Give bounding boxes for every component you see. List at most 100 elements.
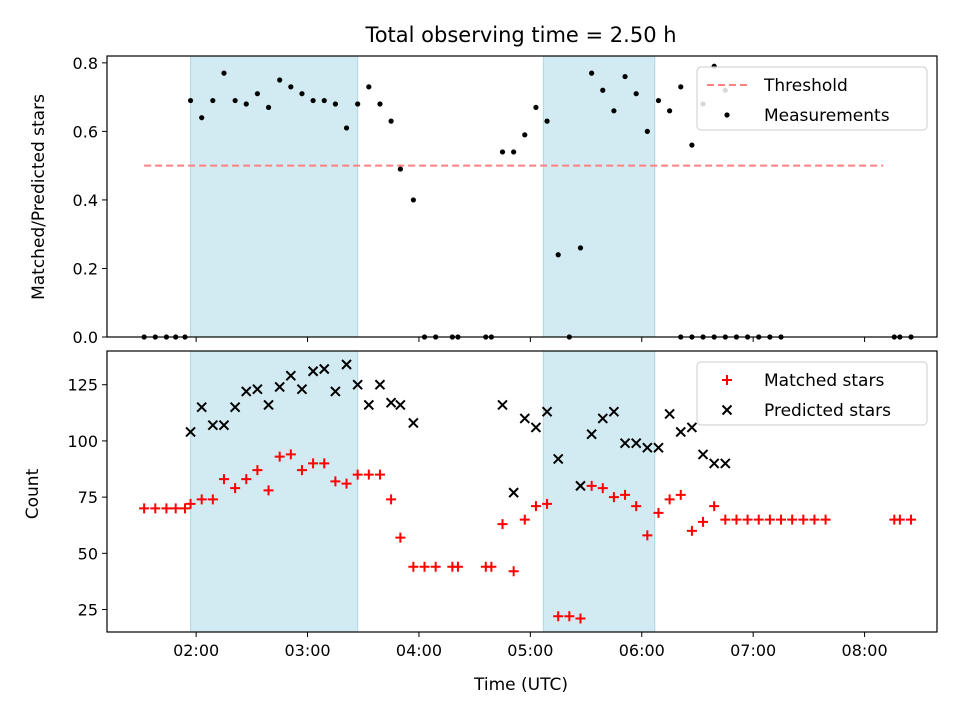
top-measurements-point-46 (655, 97, 662, 104)
x-tick-label-5: 07:00 (730, 641, 776, 660)
top-y-tick-label-3: 0.6 (73, 122, 98, 141)
top-measurements-point-35 (533, 104, 539, 111)
bottom-matched-stars-point-61 (820, 514, 831, 525)
bottom-matched-stars-point-63 (894, 514, 905, 525)
top-measurements-point-18 (332, 101, 338, 107)
x-tick-label-1: 03:00 (284, 641, 330, 660)
bottom-predicted-stars-point-8 (274, 381, 285, 393)
bottom-predicted-stars-point-21 (497, 399, 508, 411)
bottom-matched-stars-point-32 (497, 519, 508, 530)
top-measurements-point-25 (410, 197, 416, 203)
bottom-predicted-stars-point-9 (285, 370, 297, 381)
bottom-predicted-stars-point-26 (553, 453, 564, 465)
bottom-y-tick-label-2: 75 (78, 488, 98, 507)
bottom-predicted-stars-point-3 (218, 419, 230, 431)
top-legend-box (696, 66, 928, 131)
bottom-matched-stars-point-6 (196, 494, 207, 505)
bottom-predicted-stars-point-12 (319, 363, 330, 375)
top-measurements-point-41 (600, 87, 606, 93)
top-measurements-point-22 (377, 101, 383, 107)
bottom-predicted-stars-point-28 (586, 428, 597, 440)
top-measurements-point-10 (243, 101, 249, 107)
top-measurements-point-42 (611, 108, 617, 114)
bottom-matched-stars-point-15 (296, 465, 307, 476)
bottom-predicted-stars-point-16 (363, 399, 375, 411)
bottom-matched-stars-point-24 (395, 532, 406, 543)
bottom-matched-stars-point-46 (653, 507, 664, 518)
bottom-legend-swatch-0 (722, 375, 732, 385)
top-shaded-interval-1 (542, 55, 656, 338)
top-measurements-point-48 (678, 84, 684, 90)
top-plot-frame (106, 55, 938, 338)
bottom-predicted-stars-point-38 (697, 449, 709, 460)
bottom-matched-stars-point-53 (731, 514, 742, 525)
bottom-predicted-stars-point-36 (675, 426, 686, 438)
bottom-matched-stars-point-9 (230, 483, 241, 494)
x-tick-label-3: 05:00 (507, 641, 553, 660)
bottom-legend-box (696, 361, 928, 426)
bottom-matched-stars-point-48 (675, 489, 686, 500)
bottom-predicted-stars-point-14 (341, 359, 352, 370)
bottom-matched-stars-point-35 (530, 501, 541, 512)
bottom-predicted-stars-point-31 (619, 437, 631, 449)
bottom-predicted-stars-point-29 (597, 413, 608, 424)
bottom-matched-stars-point-55 (753, 514, 764, 525)
top-measurements-point-34 (522, 132, 528, 138)
top-measurements-point-19 (343, 125, 350, 131)
top-measurements-point-9 (232, 97, 238, 104)
bottom-predicted-stars-point-11 (307, 366, 319, 377)
bottom-shaded-interval-1 (542, 350, 656, 633)
bottom-y-axis-label: Count (23, 468, 43, 519)
top-y-tick-label-4: 0.8 (73, 54, 98, 73)
bottom-matched-stars-point-8 (218, 474, 229, 485)
bottom-y-tick-label-3: 100 (67, 432, 98, 451)
top-measurements-point-7 (210, 97, 216, 104)
top-measurements-point-39 (577, 245, 584, 251)
top-legend-label-1: Measurements (764, 106, 890, 126)
bottom-predicted-stars-point-30 (608, 406, 620, 417)
bottom-predicted-stars-point-34 (653, 442, 664, 453)
bottom-predicted-stars-point-33 (642, 442, 653, 453)
bottom-matched-stars-point-41 (597, 483, 608, 494)
bottom-predicted-stars-point-5 (241, 386, 252, 397)
bottom-predicted-stars-point-6 (252, 384, 263, 395)
bottom-matched-stars-point-5 (185, 498, 196, 509)
bottom-matched-stars-point-51 (709, 501, 720, 512)
bottom-predicted-stars-point-10 (296, 384, 308, 395)
bottom-matched-stars-point-22 (374, 469, 385, 480)
top-measurements-point-14 (288, 84, 294, 90)
bottom-matched-stars-point-34 (519, 514, 530, 525)
bottom-matched-stars-point-19 (341, 478, 352, 489)
bottom-predicted-stars-point-20 (408, 417, 419, 429)
top-measurements-point-32 (499, 149, 506, 155)
top-measurements-point-12 (265, 104, 272, 111)
bottom-matched-stars-point-14 (285, 449, 296, 460)
top-measurements-point-6 (199, 115, 205, 121)
bottom-predicted-stars-point-4 (229, 401, 241, 413)
bottom-matched-stars-point-23 (386, 494, 397, 505)
top-measurements-point-40 (589, 70, 595, 76)
bottom-predicted-stars-point-24 (530, 422, 542, 433)
top-measurements-point-17 (321, 97, 327, 104)
bottom-y-tick-label-1: 50 (78, 544, 98, 563)
bottom-matched-stars-point-20 (352, 469, 363, 480)
bottom-matched-stars-point-40 (586, 480, 597, 491)
top-measurements-point-23 (388, 118, 394, 124)
top-measurements-point-44 (633, 91, 639, 97)
bottom-predicted-stars-point-19 (395, 399, 406, 411)
x-axis-label: Time (UTC) (473, 675, 568, 695)
x-tick-label-2: 04:00 (396, 641, 442, 660)
bottom-matched-stars-point-57 (776, 514, 787, 525)
bottom-legend-swatch-1 (721, 404, 733, 416)
bottom-predicted-stars-point-2 (207, 419, 219, 431)
bottom-predicted-stars-point-22 (508, 487, 519, 498)
bottom-matched-stars-point-33 (508, 566, 519, 577)
bottom-matched-stars-point-26 (419, 561, 430, 572)
x-tick-label-6: 08:00 (842, 641, 888, 660)
bottom-matched-stars-point-39 (575, 613, 586, 624)
top-y-tick-label-1: 0.2 (73, 259, 98, 278)
bottom-matched-stars-point-50 (698, 516, 709, 527)
bottom-y-tick-label-4: 125 (67, 376, 98, 395)
top-measurements-point-16 (310, 97, 316, 104)
